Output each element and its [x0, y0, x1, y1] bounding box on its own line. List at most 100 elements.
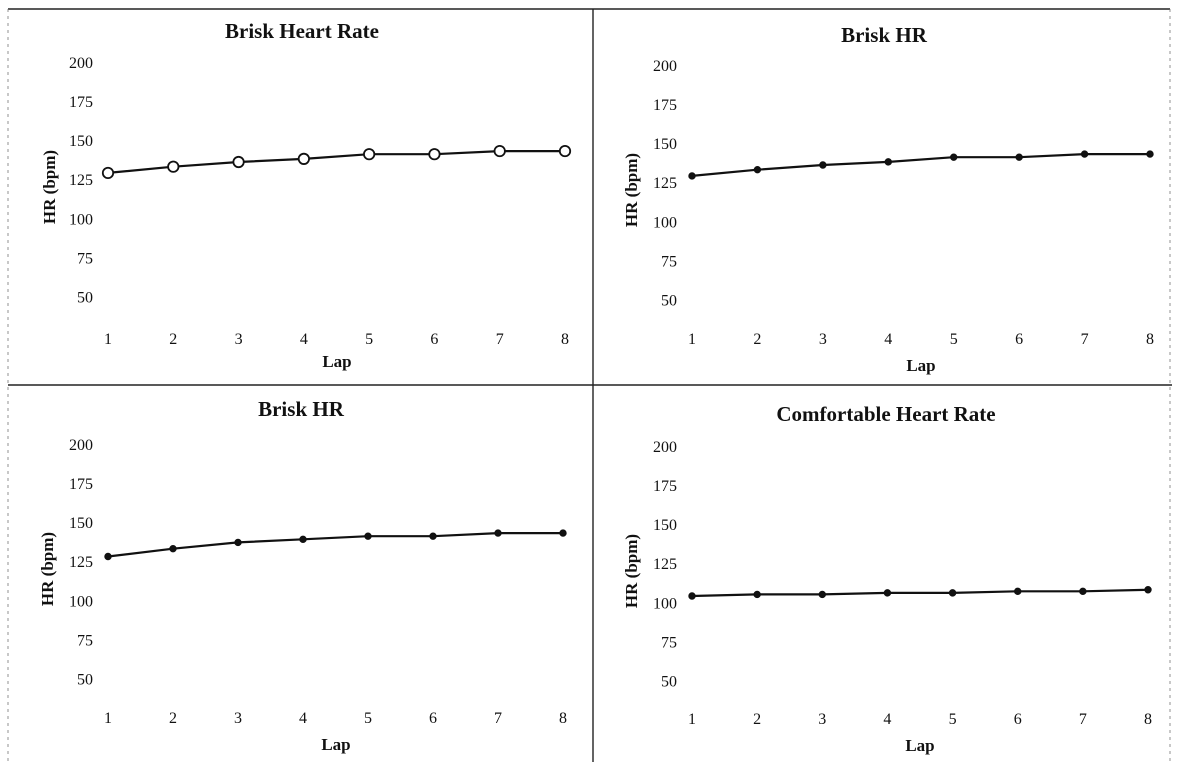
data-point: [688, 172, 696, 180]
y-tick-label: 125: [653, 556, 677, 573]
x-tick-label: 6: [430, 331, 438, 348]
x-axis-label: Lap: [322, 352, 351, 371]
x-tick-label: 4: [883, 711, 891, 728]
y-axis-label: HR (bpm): [622, 534, 641, 608]
x-tick-label: 3: [234, 710, 242, 727]
data-point: [169, 544, 177, 553]
y-tick-label: 200: [69, 55, 93, 72]
x-tick-label: 2: [753, 711, 761, 728]
y-tick-label: 150: [653, 517, 677, 534]
data-point: [429, 532, 437, 540]
y-tick-label: 125: [69, 172, 93, 189]
y-tick-label: 50: [661, 673, 677, 690]
x-tick-label: 5: [949, 711, 957, 728]
x-tick-label: 4: [884, 331, 892, 348]
y-tick-label: 75: [661, 634, 677, 651]
x-tick-label: 1: [104, 331, 112, 348]
y-tick-label: 100: [69, 211, 93, 228]
x-tick-label: 2: [169, 710, 177, 727]
data-point: [1014, 587, 1022, 596]
y-tick-label: 75: [77, 632, 93, 649]
data-point: [494, 529, 502, 537]
y-axis-label: HR (bpm): [38, 532, 57, 606]
chart-title: Brisk HR: [258, 397, 345, 421]
x-tick-label: 5: [365, 331, 373, 348]
x-tick-label: 3: [819, 331, 827, 348]
data-point: [234, 538, 242, 547]
data-point: [299, 535, 307, 544]
x-tick-label: 7: [1081, 331, 1089, 348]
y-tick-label: 150: [69, 133, 93, 150]
x-tick-label: 5: [950, 331, 958, 348]
x-tick-label: 7: [494, 710, 502, 727]
x-tick-label: 2: [169, 331, 177, 348]
x-tick-label: 8: [1146, 331, 1154, 348]
data-point: [884, 158, 892, 166]
x-tick-label: 8: [559, 710, 567, 727]
data-point: [819, 161, 827, 169]
data-point: [948, 589, 957, 597]
x-tick-label: 8: [1144, 711, 1152, 728]
data-point: [1146, 150, 1154, 158]
y-tick-label: 50: [77, 289, 93, 306]
x-tick-label: 4: [300, 331, 308, 348]
y-tick-label: 150: [653, 136, 677, 153]
data-point: [559, 529, 567, 537]
series-line: [107, 150, 565, 174]
y-tick-label: 50: [77, 671, 93, 688]
chart-panel-3: Brisk HR HR (bpm) 50 75 100 125 150 175 200 1 2 3 4 5…: [38, 397, 567, 754]
y-tick-label: 125: [69, 554, 93, 571]
y-tick-label: 200: [653, 58, 677, 75]
x-tick-label: 8: [561, 331, 569, 348]
y-tick-label: 75: [661, 253, 677, 270]
x-tick-label: 6: [1014, 711, 1022, 728]
x-axis-label: Lap: [906, 356, 935, 375]
y-tick-label: 200: [653, 439, 677, 456]
x-tick-label: 7: [496, 331, 504, 348]
data-point: [428, 148, 441, 161]
data-point: [493, 144, 506, 158]
panel-grid-borders: [7, 8, 1172, 762]
x-tick-label: 1: [688, 711, 696, 728]
chart-title: Brisk HR: [841, 23, 928, 47]
y-tick-label: 50: [661, 292, 677, 309]
y-axis-label: HR (bpm): [622, 153, 641, 227]
x-axis-label: Lap: [905, 736, 934, 755]
x-tick-label: 4: [299, 710, 307, 727]
series-line: [691, 588, 1149, 598]
y-tick-label: 75: [77, 250, 93, 267]
data-point: [950, 153, 958, 161]
data-point: [688, 592, 696, 600]
x-axis-label: Lap: [321, 735, 350, 754]
data-point: [364, 532, 372, 540]
data-point: [753, 590, 761, 599]
y-tick-label: 200: [69, 437, 93, 454]
y-tick-label: 100: [653, 214, 677, 231]
y-tick-label: 175: [653, 478, 677, 495]
data-point: [297, 152, 310, 165]
data-point: [1015, 153, 1023, 161]
y-tick-label: 100: [69, 593, 93, 610]
chart-title: Brisk Heart Rate: [225, 19, 379, 43]
x-tick-label: 7: [1079, 711, 1087, 728]
y-tick-label: 125: [653, 175, 677, 192]
x-tick-label: 6: [1015, 331, 1023, 348]
x-tick-label: 5: [364, 710, 372, 727]
data-point: [1080, 150, 1089, 158]
data-point: [818, 590, 826, 599]
data-point: [104, 552, 112, 561]
data-point: [558, 144, 572, 158]
y-axis-label: HR (bpm): [40, 150, 59, 224]
y-tick-label: 175: [69, 94, 93, 111]
series-line: [691, 153, 1150, 177]
y-tick-label: 150: [69, 515, 93, 532]
x-tick-label: 3: [235, 331, 243, 348]
y-tick-label: 175: [69, 476, 93, 493]
x-tick-label: 1: [688, 331, 696, 348]
data-point: [232, 155, 245, 169]
data-point: [1079, 587, 1087, 596]
